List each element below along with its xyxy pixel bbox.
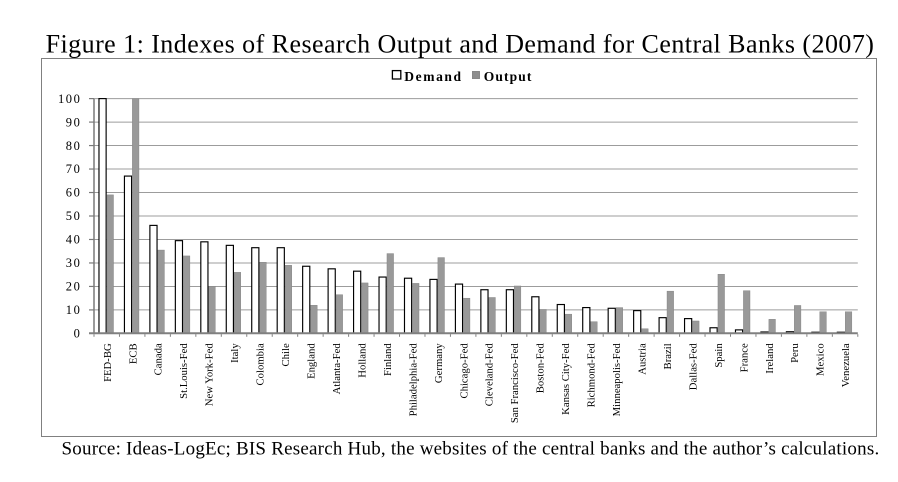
- svg-text:20: 20: [66, 280, 82, 294]
- svg-text:St.Louis-Fed: St.Louis-Fed: [178, 343, 190, 399]
- svg-text:Spain: Spain: [713, 343, 725, 368]
- svg-text:Italy: Italy: [229, 343, 241, 363]
- svg-text:Finland: Finland: [382, 343, 394, 376]
- svg-text:Colombia: Colombia: [255, 343, 267, 385]
- svg-text:80: 80: [66, 139, 82, 153]
- svg-text:Cleveland-Fed: Cleveland-Fed: [484, 343, 496, 407]
- svg-text:Peru: Peru: [789, 343, 801, 363]
- svg-text:Holland: Holland: [356, 343, 368, 378]
- svg-text:Kansas City-Fed: Kansas City-Fed: [560, 343, 572, 415]
- svg-text:Richmond-Fed: Richmond-Fed: [586, 343, 598, 408]
- svg-text:Source: Ideas-LogEc; BIS Resea: Source: Ideas-LogEc; BIS Research Hub, t…: [62, 438, 880, 459]
- svg-text:50: 50: [66, 209, 82, 223]
- svg-text:90: 90: [66, 115, 82, 129]
- svg-text:Dallas-Fed: Dallas-Fed: [687, 343, 699, 391]
- svg-text:Germany: Germany: [433, 343, 445, 383]
- svg-text:60: 60: [66, 186, 82, 200]
- svg-text:40: 40: [66, 233, 82, 247]
- svg-text:FED-BG: FED-BG: [102, 343, 114, 382]
- svg-text:Austria: Austria: [636, 343, 648, 375]
- svg-text:Atlanta-Fed: Atlanta-Fed: [331, 343, 343, 395]
- svg-text:Chile: Chile: [280, 343, 292, 366]
- svg-text:Output: Output: [484, 69, 533, 84]
- svg-text:Minneapolis-Fed: Minneapolis-Fed: [611, 343, 623, 417]
- svg-text:100: 100: [58, 92, 82, 106]
- svg-text:Brazil: Brazil: [662, 343, 674, 369]
- svg-text:Canada: Canada: [153, 343, 165, 375]
- svg-text:Demand: Demand: [404, 69, 462, 84]
- svg-text:ECB: ECB: [127, 343, 139, 364]
- svg-text:70: 70: [66, 162, 82, 176]
- svg-text:Chicago-Fed: Chicago-Fed: [458, 343, 470, 399]
- svg-text:10: 10: [66, 303, 82, 317]
- svg-text:Figure 1: Indexes of Research: Figure 1: Indexes of Research Output and…: [46, 30, 875, 59]
- svg-text:France: France: [738, 343, 750, 372]
- svg-text:England: England: [306, 343, 318, 379]
- svg-text:0: 0: [74, 327, 82, 341]
- svg-text:Philadelphia-Fed: Philadelphia-Fed: [407, 343, 419, 417]
- svg-text:San Francisco-Fed: San Francisco-Fed: [509, 343, 521, 423]
- svg-text:30: 30: [66, 256, 82, 270]
- svg-text:Mexico: Mexico: [815, 343, 827, 376]
- svg-text:Venezuela: Venezuela: [840, 343, 852, 387]
- svg-text:Boston-Fed: Boston-Fed: [535, 343, 547, 394]
- svg-text:New York-Fed: New York-Fed: [204, 343, 216, 407]
- svg-text:Ireland: Ireland: [764, 343, 776, 374]
